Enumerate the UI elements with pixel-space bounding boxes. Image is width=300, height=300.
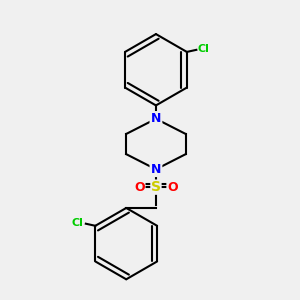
Text: O: O [134,181,145,194]
Text: N: N [151,163,161,176]
Text: N: N [151,112,161,125]
Text: S: S [151,180,161,194]
Text: Cl: Cl [197,44,209,54]
Text: Cl: Cl [72,218,83,228]
Text: O: O [167,181,178,194]
